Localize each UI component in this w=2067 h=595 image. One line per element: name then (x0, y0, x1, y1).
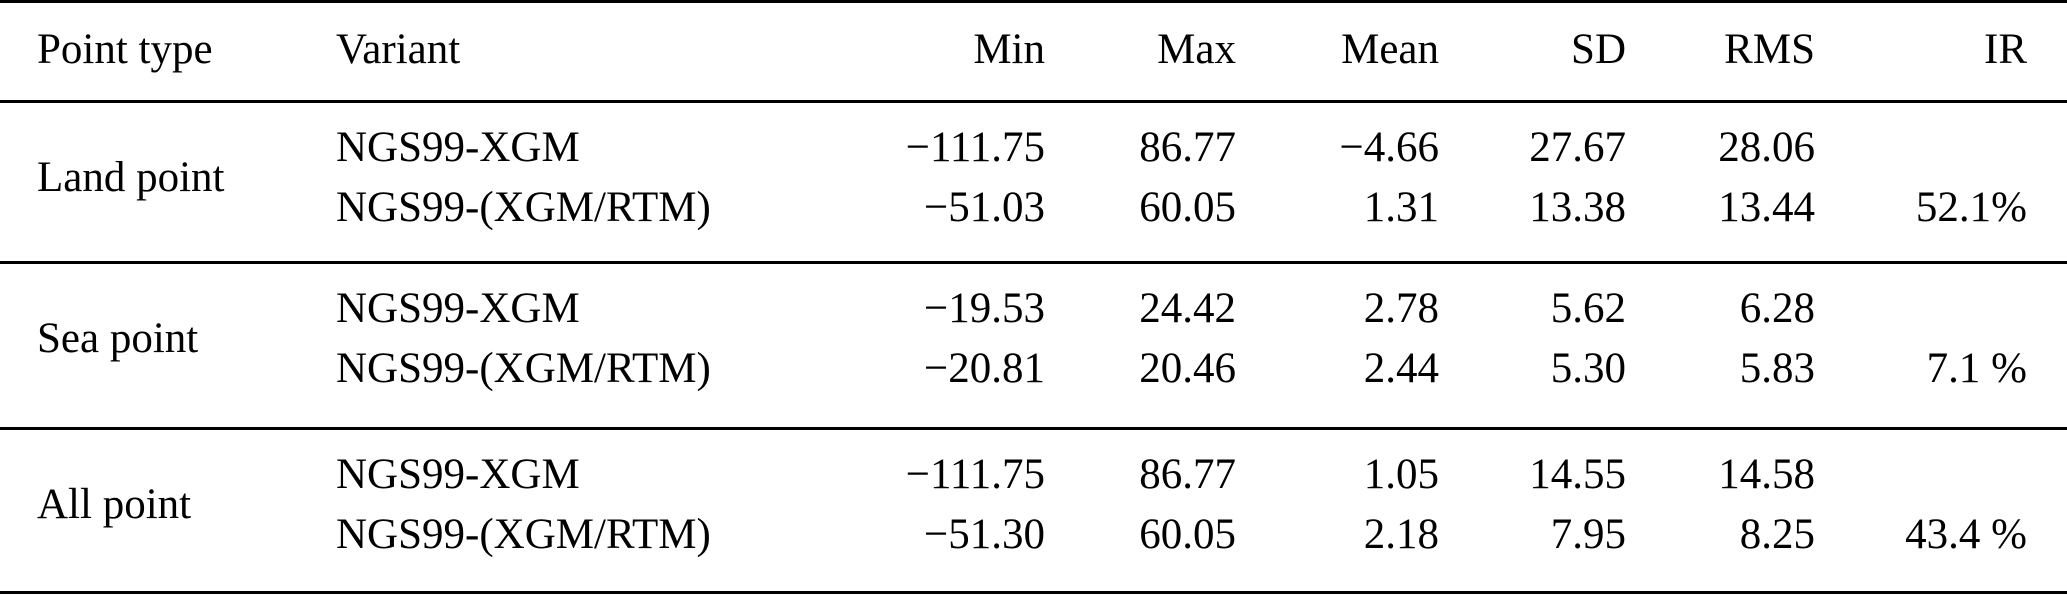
table-rule (0, 261, 2067, 264)
rms-cell: 6.28 (1739, 285, 1815, 332)
min-cell: −20.81 (923, 345, 1045, 392)
sd-cell: 27.67 (1529, 124, 1626, 171)
variant-cell: NGS99-XGM (336, 124, 580, 171)
table-rule (0, 100, 2067, 103)
min-cell: −111.75 (905, 451, 1045, 498)
variant-cell: NGS99-(XGM/RTM) (336, 184, 711, 231)
mean-cell: 2.44 (1363, 345, 1439, 392)
max-cell: 24.42 (1139, 285, 1236, 332)
point-type-label: Sea point (37, 315, 199, 362)
variant-cell: NGS99-XGM (336, 285, 580, 332)
max-cell: 60.05 (1139, 511, 1236, 558)
sd-cell: 5.30 (1550, 345, 1626, 392)
min-cell: −19.53 (923, 285, 1045, 332)
mean-cell: −4.66 (1339, 124, 1439, 171)
rms-cell: 28.06 (1718, 124, 1815, 171)
header-ir: IR (1984, 26, 2027, 73)
rms-cell: 14.58 (1718, 451, 1815, 498)
ir-cell: 7.1 % (1926, 345, 2027, 392)
min-cell: −51.03 (923, 184, 1045, 231)
header-min: Min (973, 26, 1045, 73)
sd-cell: 13.38 (1529, 184, 1626, 231)
max-cell: 20.46 (1139, 345, 1236, 392)
header-variant: Variant (336, 26, 461, 73)
table-rule (0, 427, 2067, 430)
rms-cell: 5.83 (1739, 345, 1815, 392)
min-cell: −51.30 (923, 511, 1045, 558)
header-max: Max (1157, 26, 1236, 73)
rms-cell: 8.25 (1739, 511, 1815, 558)
table-rule (0, 0, 2067, 3)
max-cell: 60.05 (1139, 184, 1236, 231)
mean-cell: 2.78 (1363, 285, 1439, 332)
header-rms: RMS (1724, 26, 1815, 73)
sd-cell: 7.95 (1550, 511, 1626, 558)
ir-cell: 52.1% (1915, 184, 2027, 231)
ir-cell: 43.4 % (1905, 511, 2027, 558)
point-type-label: Land point (37, 154, 225, 201)
sd-cell: 14.55 (1529, 451, 1626, 498)
table-rule (0, 591, 2067, 594)
max-cell: 86.77 (1139, 451, 1236, 498)
mean-cell: 1.05 (1363, 451, 1439, 498)
variant-cell: NGS99-(XGM/RTM) (336, 511, 711, 558)
mean-cell: 2.18 (1363, 511, 1439, 558)
point-type-label: All point (37, 481, 192, 528)
header-mean: Mean (1341, 26, 1439, 73)
rms-cell: 13.44 (1718, 184, 1815, 231)
mean-cell: 1.31 (1363, 184, 1439, 231)
variant-cell: NGS99-(XGM/RTM) (336, 345, 711, 392)
max-cell: 86.77 (1139, 124, 1236, 171)
variant-cell: NGS99-XGM (336, 451, 580, 498)
header-sd: SD (1571, 26, 1626, 73)
header-point-type: Point type (37, 26, 213, 73)
min-cell: −111.75 (905, 124, 1045, 171)
sd-cell: 5.62 (1550, 285, 1626, 332)
